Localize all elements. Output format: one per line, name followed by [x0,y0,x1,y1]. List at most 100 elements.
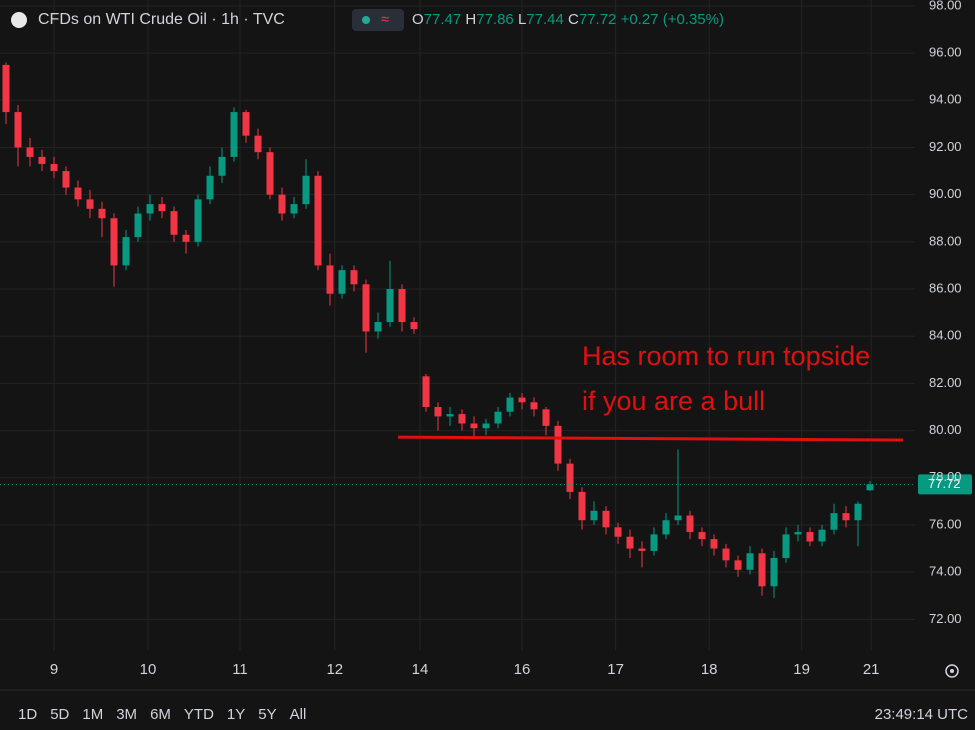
candle-body [398,289,406,323]
x-tick-label: 18 [701,661,718,678]
candle-body [590,510,598,521]
candle-body [506,397,514,412]
status-icon: ≈ [381,11,389,28]
candle-body [806,532,814,542]
candle-body [86,199,94,209]
candle-body [2,64,10,113]
range-button[interactable]: 5Y [258,706,276,723]
candle-body [158,204,166,212]
candle-body [626,536,634,549]
settings-icon[interactable] [945,664,959,678]
status-badge[interactable] [352,9,404,31]
y-tick-label: 86.00 [929,280,962,295]
candle-body [110,218,118,266]
candle-body [698,532,706,540]
range-button[interactable]: 6M [150,706,171,723]
candle-body [422,376,430,407]
candle-body [578,491,586,521]
range-button[interactable]: 5D [50,706,69,723]
y-tick-label: 96.00 [929,45,962,60]
candle-body [266,152,274,195]
candle-body [170,211,178,235]
annotation: if you are a bull [582,386,765,416]
candle-body [146,204,154,214]
candle-body [98,208,106,219]
range-button[interactable]: 1M [82,706,103,723]
x-tick-label: 10 [140,661,157,678]
candle-body [494,411,502,424]
range-button[interactable]: 1D [18,706,37,723]
x-tick-label: 19 [793,661,810,678]
y-tick-label: 84.00 [929,328,962,343]
grid [0,0,915,650]
candle-body [542,409,550,426]
settings-icon-center [950,669,954,673]
x-tick-label: 11 [232,661,248,678]
candle-body [770,557,778,587]
candle-body [278,194,286,214]
range-button[interactable]: 1Y [227,706,245,723]
candle-body [866,484,874,491]
candle-body [638,548,646,551]
candle-body [374,322,382,332]
range-button[interactable]: 3M [116,706,137,723]
candle-body [38,156,46,164]
last-price-box [918,474,972,495]
candle-body [458,414,466,424]
candle-body [734,560,742,570]
y-tick-label: 76.00 [929,516,962,531]
ohlc-value: 77.44 [526,11,564,28]
y-tick-label: 72.00 [929,611,962,626]
candle-body [434,406,442,417]
y-tick-label: 94.00 [929,92,962,107]
change: +0.27 (+0.35%) [621,11,724,28]
candle-body [602,510,610,528]
ohlc-value: 77.72 [579,11,617,28]
candle-body [62,171,70,188]
candle-body [782,534,790,558]
candle-body [410,322,418,330]
candle-body [362,284,370,332]
candle-body [830,513,838,530]
range-button[interactable]: All [290,706,307,723]
candle-body [674,515,682,521]
y-tick-label: 78.00 [929,469,962,484]
candle-body [818,529,826,542]
status-dot [362,16,370,24]
candle-body [194,199,202,242]
candle-body [314,175,322,266]
candle-body [554,425,562,464]
ohlc-letter: L [518,11,526,28]
candles [2,62,874,599]
ohlc-value: 77.47 [424,11,462,28]
candle-body [50,163,58,172]
range-button[interactable]: YTD [184,706,214,723]
candle-body [230,112,238,157]
candle-body [614,527,622,537]
y-tick-label: 90.00 [929,186,962,201]
symbol-icon [11,12,27,28]
trendline [398,435,904,442]
candle-body [746,553,754,570]
candle-body [530,402,538,410]
candle-body [758,553,766,587]
clock: 23:49:14 UTC [875,706,969,723]
range-toolbar: 1D 5D 1M 3M 6M YTD 1Y 5Y All [18,706,306,723]
x-tick-label: 21 [863,661,880,678]
candle-body [482,423,490,429]
y-tick-label: 92.00 [929,139,962,154]
candle-body [686,515,694,533]
candle-body [794,532,802,535]
candle-body [518,397,526,403]
candle-body [854,503,862,521]
candle-body [218,156,226,176]
annotation: Has room to run topside [582,341,870,371]
x-tick-label: 9 [50,661,58,678]
candle-body [446,414,454,417]
y-tick-label: 74.00 [929,564,962,579]
x-tick-label: 16 [514,661,531,678]
candle-body [14,112,22,148]
candle-body [662,520,670,535]
